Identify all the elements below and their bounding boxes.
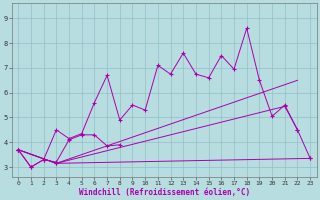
X-axis label: Windchill (Refroidissement éolien,°C): Windchill (Refroidissement éolien,°C) — [79, 188, 250, 197]
